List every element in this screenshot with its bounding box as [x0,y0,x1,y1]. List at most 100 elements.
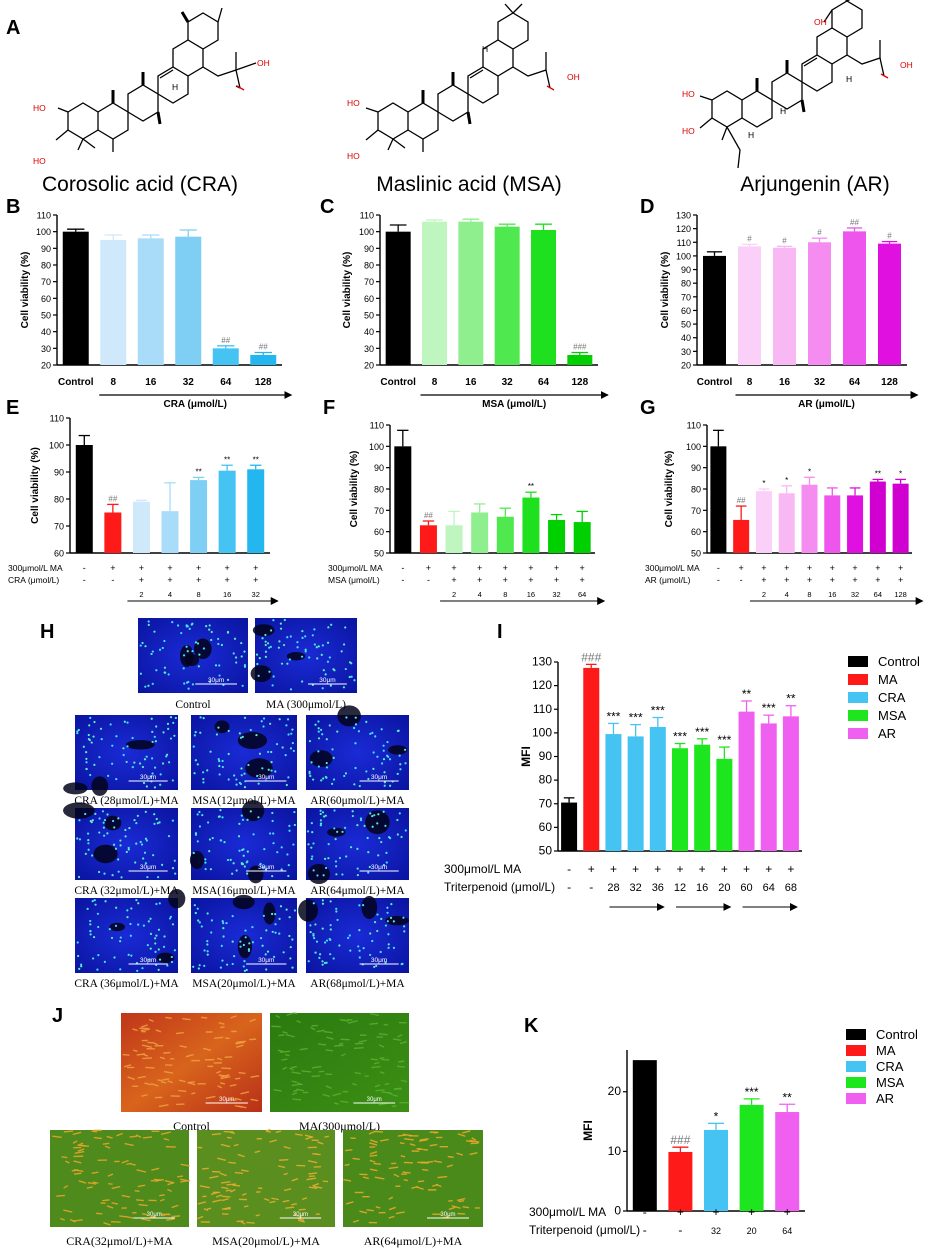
nucleus-dot [256,774,259,778]
texture-streak [462,1130,471,1134]
texture-streak [175,1031,184,1035]
nucleus-dot [126,909,129,912]
nucleus-dot [376,822,379,825]
texture-streak [230,1189,236,1193]
nucleus-dot [270,760,273,764]
nucleus-dot [199,716,202,719]
nucleus-dot [94,812,97,815]
nucleus-dot [158,821,161,824]
nucleus-dot [384,924,388,927]
y-axis-title: Cell viability (%) [30,447,41,524]
texture-streak [307,1160,318,1164]
scale-bar-label: 30μm [319,677,335,684]
bar [531,230,556,365]
nucleus-dot [111,744,114,747]
row1-sign: + [610,862,617,876]
atom-label: HO [347,151,360,161]
nucleus-dot [271,819,274,823]
nucleus-dot [153,822,156,825]
structure-arjungenin [699,0,889,169]
nucleus-dot [115,777,118,781]
texture-streak [229,1131,235,1135]
texture-streak [322,1093,331,1098]
nucleus-dot [290,732,293,735]
bar [445,525,463,553]
nucleus-dot [162,945,166,948]
texture-streak [226,1136,232,1139]
nucleus-dot [387,946,390,949]
micrographs-h: 30μm Control 30μm MA (300μmol/L) 30μm CRA (28… [63,618,409,990]
nucleus-dot [266,950,270,953]
nucleus-dot [243,663,247,667]
nucleus-dot [270,912,274,916]
nucleus-dot [117,817,120,820]
nucleus-dot [291,728,294,731]
nucleus-dot [255,733,258,737]
y-tick-label: 40 [41,327,51,337]
nucleus-dot [308,656,311,659]
micrograph-tile: 30μm AR(68μmol/L)+MA [298,895,409,990]
nucleus-dot [244,936,247,939]
cell-gap [385,915,409,926]
nucleus-dot [169,915,173,918]
nucleus-dot [227,778,230,781]
nucleus-dot [167,727,170,731]
bar [716,758,733,851]
nucleus-dot [220,643,224,647]
y-tick-label: 70 [691,506,701,516]
bar [561,802,578,851]
nucleus-dot [241,848,244,852]
scale-bar-label: 30μm [258,864,274,871]
cell-gap [250,665,272,683]
nucleus-dot [317,730,320,733]
texture-streak [80,1144,90,1148]
panel-label-d: D [640,196,654,218]
texture-streak [325,1085,332,1089]
x-axis-title: MSA (μmol/L) [482,399,546,410]
nucleus-dot [247,763,250,767]
scale-bar-label: 30μm [371,774,387,781]
y-axis-title: Cell viability (%) [349,451,360,528]
texture-streak [308,1186,318,1189]
nucleus-dot [321,644,324,647]
micrograph-tile: 30μm AR(64μmol/L)+MA [343,1130,483,1248]
texture-streak [167,1181,175,1186]
nucleus-dot [167,761,171,764]
y-tick-label: 60 [691,527,701,537]
nucleus-dot [235,869,238,872]
micrograph-caption: CRA (36μmol/L)+MA [74,978,179,990]
structure-name-ar: Arjungenin (AR) [740,173,889,196]
texture-streak [352,1157,360,1160]
row2-value: - [678,1223,682,1237]
texture-streak [203,1207,209,1212]
texture-streak [354,1071,361,1075]
structure-name-msa: Maslinic acid (MSA) [376,173,562,196]
nucleus-dot [271,930,274,933]
x-tick-label: 8 [747,377,753,388]
nucleus-dot [171,819,175,822]
nucleus-dot [149,917,152,920]
nucleus-dot [217,637,220,641]
texture-streak [388,1196,394,1200]
texture-streak [160,1081,167,1084]
nucleus-dot [185,681,189,684]
texture-streak [422,1168,429,1171]
nucleus-dot [348,934,351,937]
atom-label: HO [347,98,360,108]
nucleus-dot [226,858,230,862]
texture-streak [283,1145,291,1150]
significance-label: ** [875,469,881,478]
nucleus-dot [144,645,147,648]
nucleus-dot [252,833,255,836]
texture-streak [72,1131,82,1136]
y-tick-label: 20 [608,1084,622,1098]
texture-streak [342,1019,349,1022]
nucleus-dot [338,944,341,947]
nucleus-dot [244,780,247,783]
texture-streak [185,1053,194,1058]
row1-sign: - [83,563,86,573]
texture-streak [60,1217,65,1221]
legend-swatch [848,692,868,703]
chart-c: 20 30 40 50 60 70 80 90 100 110 Cell viability (%)… [342,211,609,410]
nucleus-dot [326,641,330,644]
